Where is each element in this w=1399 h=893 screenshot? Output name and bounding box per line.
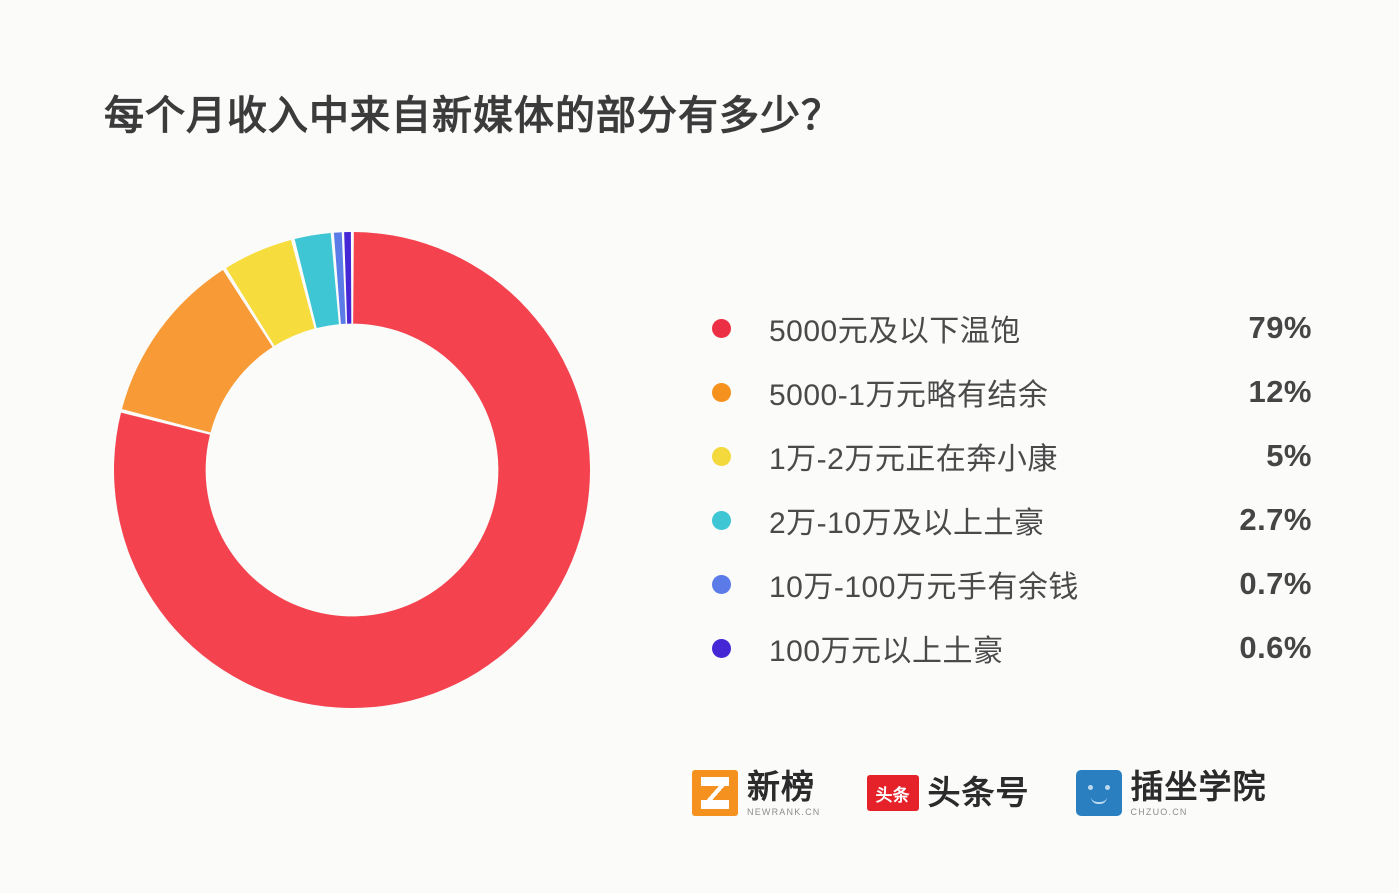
- donut-slice[interactable]: [121, 270, 273, 433]
- chazuo-domain: CHZUO.CN: [1130, 806, 1188, 817]
- chazuo-eye-left-icon: [1087, 785, 1093, 791]
- chazuo-text: 插坐学院 CHZUO.CN: [1130, 768, 1267, 817]
- donut-slice[interactable]: [333, 232, 346, 325]
- newrank-name: 新榜: [747, 768, 815, 805]
- chazuo-eye-right-icon: [1104, 785, 1110, 791]
- legend-item-value: 0.7%: [1239, 566, 1312, 601]
- donut-slice[interactable]: [344, 232, 352, 324]
- footer-partner-logos: 新榜 NEWRANK.CN 头条 头条号 插坐学院 CHZUO.CN: [692, 768, 1267, 817]
- legend-item-value: 0.6%: [1239, 630, 1312, 665]
- toutiao-name: 头条号: [927, 773, 1030, 811]
- chazuo-face-mark-icon: [1075, 770, 1122, 817]
- legend-item[interactable]: 2万-10万及以上土豪 2.7%: [712, 488, 1312, 552]
- legend-item-label: 1万-2万元正在奔小康: [769, 443, 1058, 476]
- newrank-domain: NEWRANK.CN: [747, 806, 821, 817]
- legend-item-label: 5000-1万元略有结余: [769, 379, 1049, 412]
- chart-legend: 5000元及以下温饱 79% 5000-1万元略有结余 12% 1万-2万元正在…: [712, 296, 1312, 680]
- donut-slice[interactable]: [294, 232, 339, 328]
- donut-svg: [113, 232, 590, 709]
- donut-slice[interactable]: [113, 232, 590, 709]
- legend-item[interactable]: 5000元及以下温饱 79%: [712, 296, 1312, 360]
- chazuo-mouth-icon: [1090, 797, 1107, 805]
- legend-item-value: 79%: [1248, 310, 1312, 345]
- legend-item-label: 2万-10万及以上土豪: [769, 507, 1045, 540]
- legend-color-swatch-icon: [712, 382, 731, 402]
- chazuo-name: 插坐学院: [1130, 768, 1267, 805]
- toutiao-mark-icon: 头条: [866, 775, 919, 812]
- legend-item[interactable]: 100万元以上土豪 0.6%: [712, 616, 1312, 680]
- legend-item-label: 5000元及以下温饱: [769, 315, 1021, 348]
- legend-item-label: 10万-100万元手有余钱: [769, 571, 1079, 604]
- legend-item-value: 5%: [1266, 438, 1312, 473]
- legend-item[interactable]: 1万-2万元正在奔小康 5%: [712, 424, 1312, 488]
- legend-item[interactable]: 10万-100万元手有余钱 0.7%: [712, 552, 1312, 616]
- legend-item-value: 12%: [1248, 374, 1312, 409]
- legend-item[interactable]: 5000-1万元略有结余 12%: [712, 360, 1312, 424]
- legend-color-swatch-icon: [712, 574, 731, 594]
- legend-color-swatch-icon: [712, 510, 731, 530]
- toutiao-text: 头条号: [927, 773, 1030, 811]
- newrank-mark-icon: [692, 770, 738, 817]
- legend-color-swatch-icon: [712, 446, 731, 466]
- legend-color-swatch-icon: [712, 638, 731, 658]
- donut-chart: [112, 230, 592, 710]
- legend-item-value: 2.7%: [1239, 502, 1312, 537]
- legend-color-swatch-icon: [712, 318, 731, 338]
- page-title: 每个月收入中来自新媒体的部分有多少？: [104, 94, 842, 138]
- logo-newrank: 新榜 NEWRANK.CN: [692, 768, 821, 817]
- logo-chazuo: 插坐学院 CHZUO.CN: [1075, 768, 1267, 817]
- newrank-text: 新榜 NEWRANK.CN: [747, 768, 821, 817]
- logo-toutiao: 头条 头条号: [866, 773, 1030, 812]
- legend-item-label: 100万元以上土豪: [769, 635, 1004, 668]
- donut-slice[interactable]: [226, 239, 315, 346]
- donut-slices: [113, 232, 590, 709]
